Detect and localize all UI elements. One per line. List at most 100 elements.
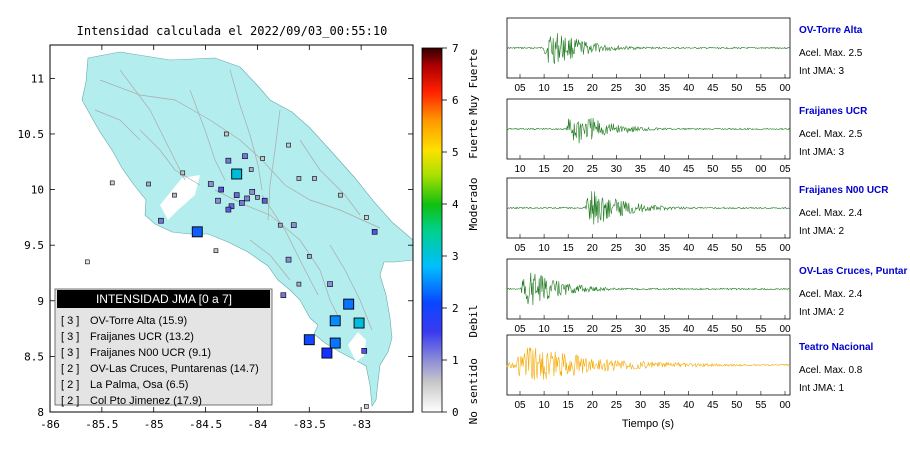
seismogram-tick-label: 45 (707, 400, 719, 411)
seismogram-tick-label: 45 (707, 324, 719, 335)
station-marker (306, 254, 312, 259)
station-marker (255, 195, 260, 200)
map-x-axis: -86 -85.5 -85 -84.5 -84 -83.5 -83 (40, 45, 371, 431)
legend-entry-name: Fraijanes N00 UCR (9.1) (90, 347, 211, 359)
seismogram-tick-label: 15 (563, 400, 575, 411)
legend-entry-name: Fraijanes UCR (13.2) (90, 331, 194, 343)
seismogram-tick-label: 45 (707, 83, 719, 94)
map-roads (94, 69, 381, 331)
station-marker (225, 157, 232, 164)
seismogram-tick-label: 55 (755, 83, 767, 94)
colorbar-category-label: Muy Fuerte (467, 49, 480, 115)
station-marker (285, 256, 292, 263)
seismogram-tick-label: 05 (514, 400, 526, 411)
station-name: OV-Torre Alta (799, 25, 863, 36)
station-marker (215, 197, 221, 204)
station-marker (364, 404, 369, 409)
station-int-jma: Int JMA: 1 (799, 383, 844, 394)
seismogram-tick-label: 05 (514, 243, 526, 254)
seismogram-tick-label: 45 (707, 243, 719, 254)
seismogram-tick-label: 50 (731, 83, 743, 94)
colorbar-category-label: Debil (467, 304, 480, 337)
station-marker (361, 348, 368, 354)
seismogram-tick-label: 40 (659, 164, 671, 175)
map-golfo-nicoya (160, 175, 200, 220)
colorbar-labels: No sentido Debil Moderado Fuerte Muy Fuerte (467, 49, 480, 425)
station-acel-max: Acel. Max. 0.8 (799, 365, 863, 376)
seismogram-tick-label: 10 (539, 400, 551, 411)
station-marker (343, 298, 355, 310)
map-y-tick-label: 8.5 (24, 350, 44, 363)
seismogram-panel: 10 15 20 25 30 35 40 45 50 55 00 05 Fraijanes UCR Ace… (506, 98, 868, 175)
station-acel-max: Acel. Max. 2.5 (799, 129, 863, 140)
seismogram-tick-label: 50 (731, 324, 743, 335)
map-y-tick-label: 10.5 (18, 128, 45, 141)
station-marker (327, 281, 333, 287)
seismogram-tick-label: 15 (563, 324, 575, 335)
station-marker (158, 217, 164, 224)
seismogram-tick-label: 35 (635, 164, 647, 175)
colorbar-tick-label: 1 (452, 354, 459, 367)
legend-header (57, 290, 270, 308)
seismogram-panel: 05 10 15 20 25 30 35 40 45 50 55 00 OV-Las Cruces, P… (506, 258, 907, 335)
seismogram-panels: 05 10 15 20 25 30 35 40 45 50 55 00 OV-Torre Alta Ace… (506, 17, 907, 411)
legend-entry-level: [ 3 ] (61, 331, 79, 343)
station-int-jma: Int JMA: 2 (799, 307, 844, 318)
seismogram-tick-label: 20 (587, 83, 599, 94)
map-y-tick-label: 9 (37, 295, 44, 308)
seismogram-tick-label: 00 (779, 400, 791, 411)
station-marker (244, 195, 250, 202)
seismogram-tick-label: 50 (707, 164, 719, 175)
colorbar-category-label: No sentido (467, 358, 480, 424)
colorbar-tick-label: 6 (452, 94, 459, 107)
seismogram-tick-label: 55 (755, 400, 767, 411)
map-x-tick-label: -84.5 (189, 418, 222, 431)
station-marker (228, 203, 235, 210)
map-y-tick-label: 9.5 (24, 239, 44, 252)
seismogram-tick-label: 45 (683, 164, 695, 175)
station-marker (296, 281, 302, 287)
seismogram-tick-label: 55 (755, 243, 767, 254)
station-marker (231, 168, 243, 180)
colorbar-ticks: 0 1 2 3 4 5 6 7 (442, 42, 459, 419)
seismogram-tick-label: 30 (611, 164, 623, 175)
seismogram-tick-label: 00 (779, 243, 791, 254)
station-marker (296, 176, 302, 181)
seismogram-tick-label: 35 (659, 400, 671, 411)
seismogram-tick-label: 30 (635, 83, 647, 94)
seismogram-tick-label: 40 (683, 324, 695, 335)
seismogram-trace (506, 272, 790, 306)
seismogram-panel: 05 10 15 20 25 30 35 40 45 50 55 00 OV-Torre Alta Ace… (506, 17, 863, 94)
colorbar-tick-label: 4 (452, 198, 459, 211)
map-x-tick-label: -86 (40, 418, 60, 431)
map-frame (49, 44, 414, 413)
station-marker (172, 192, 177, 198)
station-marker (225, 206, 232, 213)
station-name: Teatro Nacional (799, 342, 873, 353)
station-marker (218, 186, 224, 193)
seismogram-trace (506, 117, 791, 144)
station-marker (290, 222, 297, 228)
seismogram-tick-label: 40 (683, 400, 695, 411)
seismogram-tick-label: 55 (731, 164, 743, 175)
seismogram-tick-label: 25 (611, 83, 623, 94)
map-legend: INTENSIDAD JMA [0 a 7] [ 3 ] OV-Torre Alt… (54, 288, 273, 407)
station-marker (213, 248, 219, 254)
legend-title: INTENSIDAD JMA [0 a 7] (96, 292, 232, 306)
station-marker (146, 181, 151, 187)
station-marker (261, 197, 268, 204)
seismogram-tick-label: 30 (635, 400, 647, 411)
seismogram-tick-label: 00 (779, 83, 791, 94)
seismogram-tick-label: 35 (659, 83, 671, 94)
station-marker (371, 229, 378, 235)
station-acel-max: Acel. Max. 2.5 (799, 48, 863, 59)
station-marker (207, 181, 214, 187)
seismogram-panel: 05 10 15 20 25 30 35 40 45 50 55 00 Teatro Nacional A… (506, 334, 873, 411)
map-y-axis: 11 10.5 10 9.5 9 8.5 8 (18, 72, 413, 419)
station-marker (329, 315, 341, 327)
time-axis-label: Tiempo (s) (622, 418, 674, 430)
legend-body (54, 288, 273, 406)
station-int-jma: Int JMA: 3 (799, 147, 844, 158)
seismogram-tick-label: 20 (587, 324, 599, 335)
station-marker (353, 317, 365, 329)
